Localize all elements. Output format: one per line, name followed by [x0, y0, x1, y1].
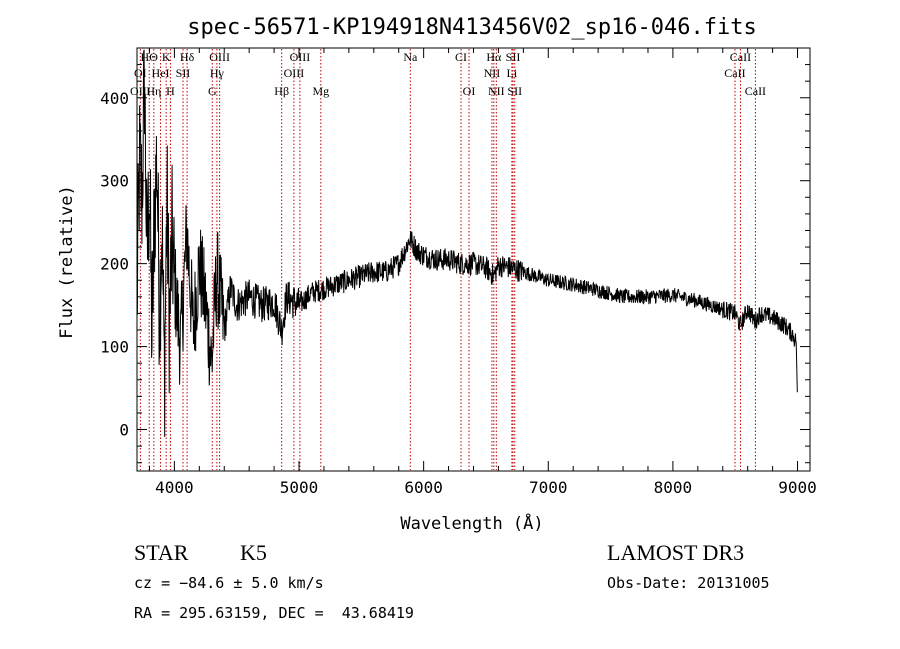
line-marker-label: OIII	[290, 50, 311, 64]
x-tick-label: 5000	[280, 478, 319, 497]
spectrum-line	[136, 49, 798, 438]
line-marker-label: CI	[455, 50, 467, 64]
chart-title: spec-56571-KP194918N413456V02_sp16-046.f…	[187, 15, 757, 40]
spectral-subclass: K5	[240, 540, 267, 565]
y-axis-label: Flux (relative)	[57, 185, 77, 339]
y-tick-label: 400	[100, 89, 129, 108]
line-marker-label: NII	[484, 66, 501, 80]
line-marker-label: G	[208, 84, 217, 98]
line-marker-label: Mg	[312, 84, 329, 98]
y-tick-label: 100	[100, 338, 129, 357]
obs-date: Obs-Date: 20131005	[607, 574, 770, 592]
y-axis: 0 100 200 300 400	[100, 47, 810, 464]
coordinates: RA = 295.63159, DEC = 43.68419	[134, 604, 414, 622]
line-marker-label: CaII	[730, 50, 751, 64]
survey-name: LAMOST DR3	[607, 540, 745, 565]
x-tick-label: 4000	[155, 478, 194, 497]
plot-frame	[136, 47, 811, 472]
line-marker-label: OIII	[284, 66, 305, 80]
line-marker-label: CaII	[745, 84, 766, 98]
line-marker-label: SII	[506, 50, 521, 64]
y-tick-label: 0	[119, 421, 129, 440]
x-axis-label: Wavelength (Å)	[400, 512, 543, 534]
x-tick-label: 7000	[529, 478, 568, 497]
line-marker-label: HΘ	[141, 50, 159, 64]
line-marker-label: Li	[507, 66, 518, 80]
line-marker-label: HeI	[152, 66, 170, 80]
line-marker-label: CaII	[724, 66, 745, 80]
x-axis: 4000 5000 6000 7000 8000 9000	[148, 48, 817, 497]
line-marker-label: Hη	[146, 84, 161, 98]
y-tick-label: 300	[100, 172, 129, 191]
line-marker-label: Hγ	[210, 66, 225, 80]
line-marker-label: H	[166, 84, 175, 98]
line-marker-label: Hδ	[180, 50, 195, 64]
x-tick-label: 9000	[778, 478, 817, 497]
line-marker-label: Hβ	[274, 84, 289, 98]
line-marker-label: OIII	[209, 50, 230, 64]
x-tick-label: 6000	[404, 478, 443, 497]
line-marker-label: Hα	[486, 50, 502, 64]
line-marker-label: NII	[488, 84, 505, 98]
x-tick-label: 8000	[654, 478, 693, 497]
object-class: STAR	[134, 540, 189, 565]
line-marker-label: K	[162, 50, 171, 64]
y-tick-label: 200	[100, 255, 129, 274]
redshift-readout: cz = −84.6 ± 5.0 km/s	[134, 574, 324, 592]
line-marker-label: OI	[134, 66, 147, 80]
line-marker-label: OI	[463, 84, 476, 98]
line-marker-label: SII	[507, 84, 522, 98]
line-marker-label: SII	[176, 66, 191, 80]
line-marker-label: Na	[403, 50, 418, 64]
